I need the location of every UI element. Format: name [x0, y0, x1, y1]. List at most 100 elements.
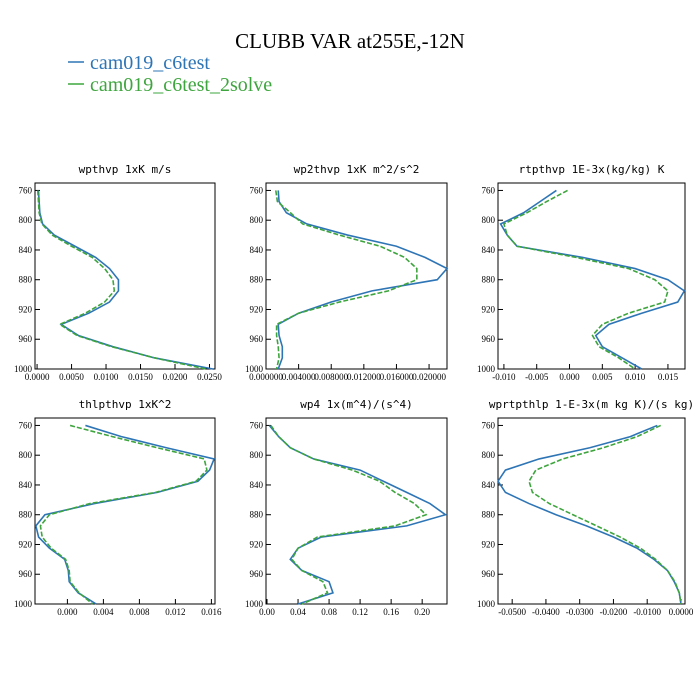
x-tick-label: 0.000	[559, 372, 580, 382]
y-tick-label: 1000	[14, 599, 33, 609]
x-tick-label: 0.010	[625, 372, 646, 382]
y-tick-label: 800	[250, 450, 264, 460]
y-tick-label: 920	[250, 539, 264, 549]
y-tick-label: 920	[19, 304, 33, 314]
x-tick-label: 0.020000	[412, 372, 446, 382]
x-tick-label: -0.0100	[633, 607, 661, 617]
series-line	[274, 190, 418, 370]
y-tick-label: 880	[19, 275, 33, 285]
series-line	[502, 189, 669, 370]
y-tick-label: 920	[482, 304, 496, 314]
x-tick-label: 0.16	[383, 607, 399, 617]
x-tick-label: -0.0300	[566, 607, 594, 617]
y-tick-label: 840	[250, 480, 264, 490]
plot-frame	[265, 182, 448, 370]
y-tick-label: 1000	[245, 364, 264, 374]
y-tick-label: 880	[482, 275, 496, 285]
x-tick-label: -0.0400	[532, 607, 560, 617]
x-tick-label: 0.008	[129, 607, 150, 617]
y-tick-label: 840	[482, 480, 496, 490]
plot-frame	[34, 182, 216, 370]
y-tick-label: 840	[19, 480, 33, 490]
legend-entry: cam019_c6test_2solve	[90, 74, 272, 96]
y-tick-label: 800	[482, 215, 496, 225]
y-tick-label: 840	[482, 245, 496, 255]
x-tick-label: 0.0250	[197, 372, 222, 382]
series-line	[268, 424, 448, 605]
y-tick-label: 1000	[14, 364, 33, 374]
x-tick-label: 0.012	[165, 607, 185, 617]
y-tick-label: 760	[250, 420, 264, 430]
series-line	[36, 190, 207, 370]
plot-frame	[497, 417, 686, 605]
panel-title: wpthvp 1xK m/s	[79, 163, 172, 176]
x-tick-label: -0.0200	[600, 607, 628, 617]
series-line	[499, 189, 686, 370]
legend-entry: cam019_c6test	[90, 52, 210, 74]
y-tick-label: 960	[250, 334, 264, 344]
series-line	[270, 424, 428, 605]
y-tick-label: 880	[250, 275, 264, 285]
y-tick-label: 840	[250, 245, 264, 255]
y-tick-label: 880	[482, 510, 496, 520]
x-tick-label: 0.008000	[314, 372, 348, 382]
series-line	[277, 190, 449, 370]
y-tick-label: 960	[19, 569, 33, 579]
y-tick-label: 1000	[245, 599, 264, 609]
x-tick-label: 0.016	[201, 607, 222, 617]
x-tick-label: 0.0150	[128, 372, 153, 382]
y-tick-label: 1000	[477, 599, 496, 609]
series-line	[39, 424, 208, 605]
x-tick-label: 0.012000	[347, 372, 381, 382]
y-tick-label: 920	[19, 539, 33, 549]
y-tick-label: 760	[250, 185, 264, 195]
x-tick-label: -0.010	[492, 372, 516, 382]
y-tick-label: 760	[482, 185, 496, 195]
y-tick-label: 880	[250, 510, 264, 520]
figure-title: CLUBB VAR at255E,-12N	[235, 29, 465, 53]
y-tick-label: 800	[19, 215, 33, 225]
y-tick-label: 960	[250, 569, 264, 579]
x-tick-label: 0.00	[259, 607, 275, 617]
y-tick-label: 1000	[477, 364, 496, 374]
y-tick-label: 760	[19, 185, 33, 195]
x-tick-label: 0.0000	[669, 607, 694, 617]
y-tick-label: 800	[250, 215, 264, 225]
x-tick-label: 0.004000	[282, 372, 316, 382]
x-tick-label: 0.0000	[25, 372, 50, 382]
x-tick-label: -0.0500	[498, 607, 526, 617]
x-tick-label: 0.04	[290, 607, 306, 617]
y-tick-label: 920	[482, 539, 496, 549]
series-line	[37, 190, 214, 370]
series-line	[528, 424, 682, 605]
y-tick-label: 960	[482, 569, 496, 579]
x-tick-label: 0.08	[321, 607, 337, 617]
panel-title: wp4 1x(m^4)/(s^4)	[300, 398, 413, 411]
series-line	[35, 424, 216, 605]
plot-frame	[265, 417, 448, 605]
x-tick-label: 0.12	[352, 607, 368, 617]
panel-title: wp2thvp 1xK m^2/s^2	[294, 163, 420, 176]
plot-frame	[34, 417, 216, 605]
x-tick-label: 0.20	[414, 607, 430, 617]
plot-frame	[497, 182, 686, 370]
series-line	[497, 424, 682, 605]
y-tick-label: 880	[19, 510, 33, 520]
y-tick-label: 960	[482, 334, 496, 344]
x-tick-label: -0.005	[525, 372, 549, 382]
x-tick-label: 0.015	[658, 372, 679, 382]
y-tick-label: 840	[19, 245, 33, 255]
panel-title: wprtpthlp 1-E-3x(m kg K)/(s kg)	[489, 398, 694, 411]
x-tick-label: 0.005	[592, 372, 613, 382]
y-tick-label: 800	[19, 450, 33, 460]
y-tick-label: 920	[250, 304, 264, 314]
panel-title: rtpthvp 1E-3x(kg/kg) K	[519, 163, 665, 176]
x-tick-label: 0.0050	[59, 372, 84, 382]
x-tick-label: 0.016000	[380, 372, 414, 382]
y-tick-label: 800	[482, 450, 496, 460]
panel-title: thlpthvp 1xK^2	[79, 398, 172, 411]
x-tick-label: 0.000	[57, 607, 78, 617]
x-tick-label: 0.0100	[94, 372, 119, 382]
x-tick-label: 0.000000	[249, 372, 283, 382]
